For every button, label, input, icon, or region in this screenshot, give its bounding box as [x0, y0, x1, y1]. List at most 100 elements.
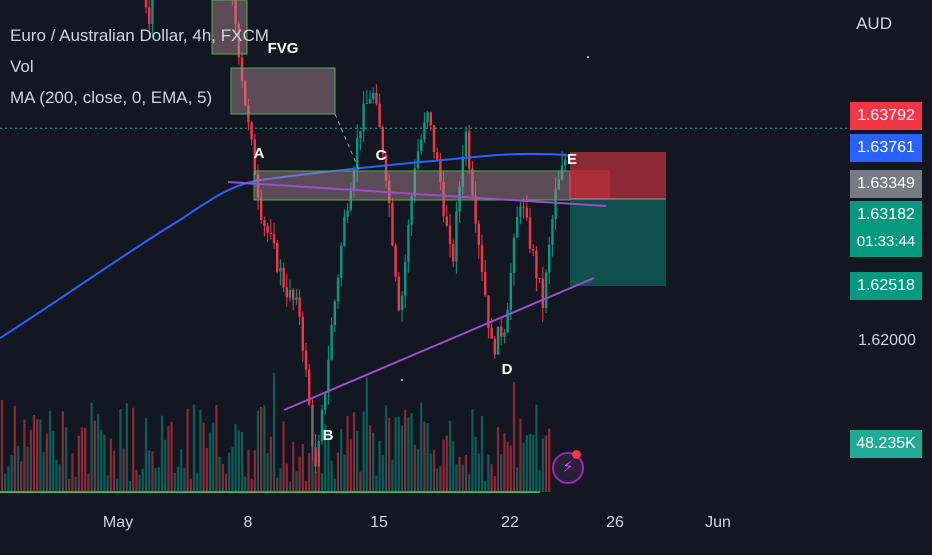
- volume-bar: [48, 411, 52, 492]
- currency-label[interactable]: AUD: [856, 14, 892, 33]
- volume-bar: [36, 419, 39, 492]
- volume-bar: [317, 451, 320, 492]
- candle-body: [250, 122, 253, 140]
- volume-bar: [285, 463, 288, 492]
- volume-bar: [288, 481, 292, 492]
- volume-bar: [68, 479, 71, 492]
- volume-bar: [244, 476, 247, 492]
- notification-dot-icon: [572, 450, 581, 459]
- candle-body: [381, 127, 384, 155]
- candle-body: [359, 130, 362, 139]
- candle-body: [282, 267, 285, 288]
- volume-bar: [164, 439, 167, 492]
- volume-bar: [23, 419, 26, 492]
- candle-body: [474, 195, 477, 224]
- volume-bar: [413, 445, 416, 492]
- ma-indicator-label[interactable]: MA (200, close, 0, EMA, 5): [10, 88, 213, 107]
- point-label-e: E: [566, 151, 578, 168]
- time-axis-tick: May: [102, 514, 134, 531]
- volume-bar: [135, 470, 138, 492]
- volume-bar: [362, 411, 365, 492]
- volume-bar: [484, 480, 487, 492]
- volume-bar: [333, 478, 336, 492]
- candle-body: [519, 206, 522, 217]
- candle-body: [532, 249, 535, 251]
- volume-bar: [372, 432, 375, 492]
- bar-countdown: 01:33:44: [856, 233, 916, 250]
- volume-bar: [61, 411, 64, 492]
- volume-bar: [116, 478, 119, 492]
- candle-body: [365, 103, 368, 105]
- volume-bar: [340, 429, 343, 492]
- candle-body: [314, 447, 317, 467]
- point-label-d: D: [501, 361, 513, 378]
- volume-bar: [80, 427, 84, 492]
- volume-bar: [183, 467, 186, 492]
- volume-bar: [506, 441, 509, 492]
- candle-body: [455, 211, 458, 262]
- candle-body: [343, 216, 346, 246]
- candle-body: [484, 272, 487, 296]
- descending-trendline: [227, 181, 607, 207]
- volume-bar: [100, 429, 103, 492]
- volume-bar: [448, 420, 452, 492]
- candle-body: [541, 278, 544, 309]
- candle-body: [413, 168, 416, 197]
- volume-bar: [16, 445, 20, 492]
- volume-bar: [157, 467, 160, 492]
- volume-bar: [388, 417, 391, 492]
- candle-body: [144, 0, 148, 8]
- volume-bar: [109, 438, 112, 492]
- volume-bar: [160, 415, 164, 492]
- candle-body: [394, 245, 397, 277]
- candle-body: [480, 245, 484, 273]
- stop-loss-zone: [570, 152, 666, 199]
- volume-bar: [276, 477, 279, 492]
- symbol-title[interactable]: Euro / Australian Dollar, 4h, FXCM: [10, 26, 269, 45]
- candle-body: [263, 220, 266, 226]
- stop-loss-zone-inner: [570, 170, 610, 199]
- volume-bar: [343, 454, 346, 492]
- volume-bar: [192, 404, 196, 492]
- candle-body: [346, 210, 349, 217]
- volume-bar: [240, 432, 244, 492]
- volume-bar: [10, 454, 13, 492]
- volume-bar: [535, 404, 538, 492]
- volume-bar: [119, 408, 122, 492]
- candle-body: [420, 139, 423, 152]
- candle-body: [471, 168, 474, 196]
- volume-bar: [141, 468, 144, 492]
- volume-bar: [400, 425, 404, 492]
- volume-bar: [416, 449, 420, 492]
- candle-body: [352, 169, 356, 191]
- candle-body: [522, 206, 525, 208]
- fvg-label: FVG: [267, 40, 299, 57]
- point-label-c: C: [375, 147, 387, 164]
- price-tag-take-profit: 1.62518: [850, 272, 922, 300]
- volume-bar: [477, 453, 480, 492]
- candle-body: [493, 338, 496, 355]
- candle-body: [320, 409, 324, 442]
- candle-body: [151, 0, 154, 25]
- candle-body: [298, 297, 301, 317]
- candle-body: [544, 272, 548, 309]
- candle-body: [487, 295, 490, 328]
- volume-bar: [228, 452, 231, 492]
- volume-bar: [461, 464, 464, 492]
- volume-bar: [205, 447, 208, 492]
- candle-body: [410, 196, 413, 225]
- volume-bar: [282, 421, 285, 492]
- candle-body: [253, 139, 256, 175]
- volume-bar: [272, 372, 276, 492]
- volume-bar: [263, 405, 266, 492]
- volume-bar: [378, 440, 381, 492]
- chart-dot: [401, 379, 403, 381]
- point-label-b: B: [322, 427, 334, 444]
- volume-indicator-label[interactable]: Vol: [10, 57, 34, 76]
- candle-body: [448, 225, 452, 244]
- candle-body: [551, 219, 554, 245]
- volume-bar: [138, 474, 141, 492]
- volume-bar: [87, 473, 90, 492]
